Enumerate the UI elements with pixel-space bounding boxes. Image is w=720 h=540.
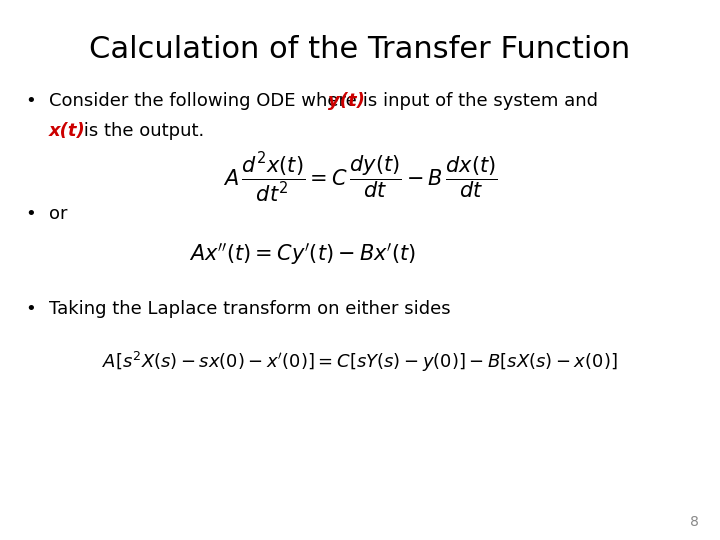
Text: 8: 8 bbox=[690, 515, 698, 529]
Text: y(t): y(t) bbox=[328, 92, 365, 110]
Text: is the output.: is the output. bbox=[78, 122, 204, 139]
Text: $Ax''(t) = Cy'(t) - Bx'(t)$: $Ax''(t) = Cy'(t) - Bx'(t)$ bbox=[189, 241, 416, 267]
Text: Consider the following ODE where: Consider the following ODE where bbox=[49, 92, 362, 110]
Text: •: • bbox=[25, 205, 36, 223]
Text: x(t): x(t) bbox=[49, 122, 86, 139]
Text: is input of the system and: is input of the system and bbox=[357, 92, 598, 110]
Text: Taking the Laplace transform on either sides: Taking the Laplace transform on either s… bbox=[49, 300, 451, 318]
Text: or: or bbox=[49, 205, 68, 223]
Text: •: • bbox=[25, 300, 36, 318]
Text: Calculation of the Transfer Function: Calculation of the Transfer Function bbox=[89, 35, 631, 64]
Text: $A\,\dfrac{d^{2}x(t)}{dt^{2}} = C\,\dfrac{dy(t)}{dt} - B\,\dfrac{dx(t)}{dt}$: $A\,\dfrac{d^{2}x(t)}{dt^{2}} = C\,\dfra… bbox=[222, 151, 498, 205]
Text: •: • bbox=[25, 92, 36, 110]
Text: $A[s^{2}X(s) - sx(0) - x'(0)] = C[sY(s) - y(0)] - B[sX(s) - x(0)]$: $A[s^{2}X(s) - sx(0) - x'(0)] = C[sY(s) … bbox=[102, 350, 618, 374]
